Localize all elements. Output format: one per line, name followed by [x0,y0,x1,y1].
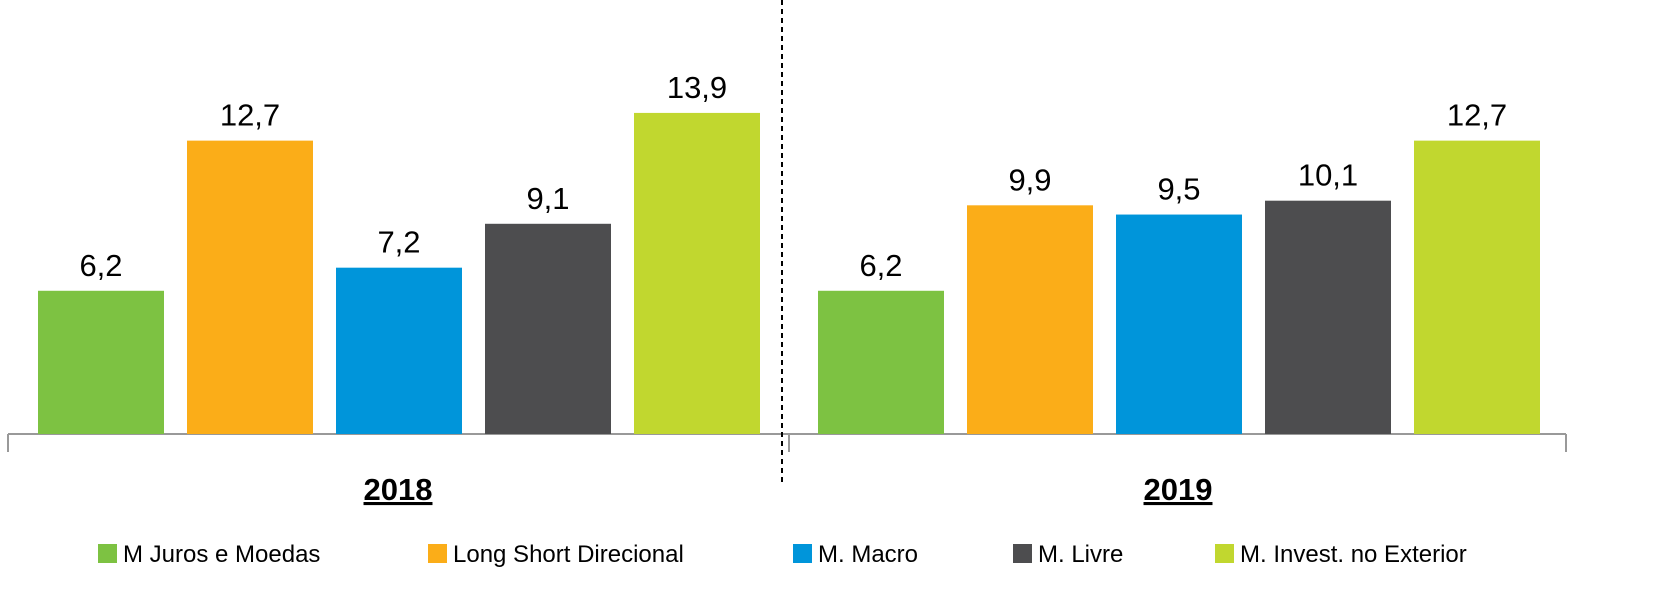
legend-label: M Juros e Moedas [123,541,320,568]
value-label: 6,2 [859,248,902,283]
value-label: 6,2 [79,248,122,283]
bar [818,290,944,434]
legend-swatch [428,544,447,563]
bar [634,112,760,434]
value-label: 10,1 [1298,158,1358,193]
legend-label: M. Macro [818,541,918,568]
bar [485,223,611,434]
legend-label: M. Livre [1038,541,1123,568]
legend-swatch [1215,544,1234,563]
bar [967,205,1093,434]
category-label: 2019 [1144,472,1213,507]
category-label: 2018 [364,472,433,507]
value-label: 13,9 [667,70,727,105]
bar [1116,214,1242,434]
value-label: 12,7 [220,98,280,133]
legend-swatch [793,544,812,563]
bar [1265,200,1391,434]
bar [187,140,313,434]
legend-swatch [1013,544,1032,563]
value-label: 9,5 [1157,172,1200,207]
bar [336,267,462,434]
legend-label: M. Invest. no Exterior [1240,541,1467,568]
legend-swatch [98,544,117,563]
value-label: 12,7 [1447,98,1507,133]
legend-label: Long Short Direcional [453,541,684,568]
value-label: 7,2 [377,225,420,260]
value-label: 9,9 [1008,162,1051,197]
value-label: 9,1 [526,181,569,216]
bar [1414,140,1540,434]
bar [38,290,164,434]
